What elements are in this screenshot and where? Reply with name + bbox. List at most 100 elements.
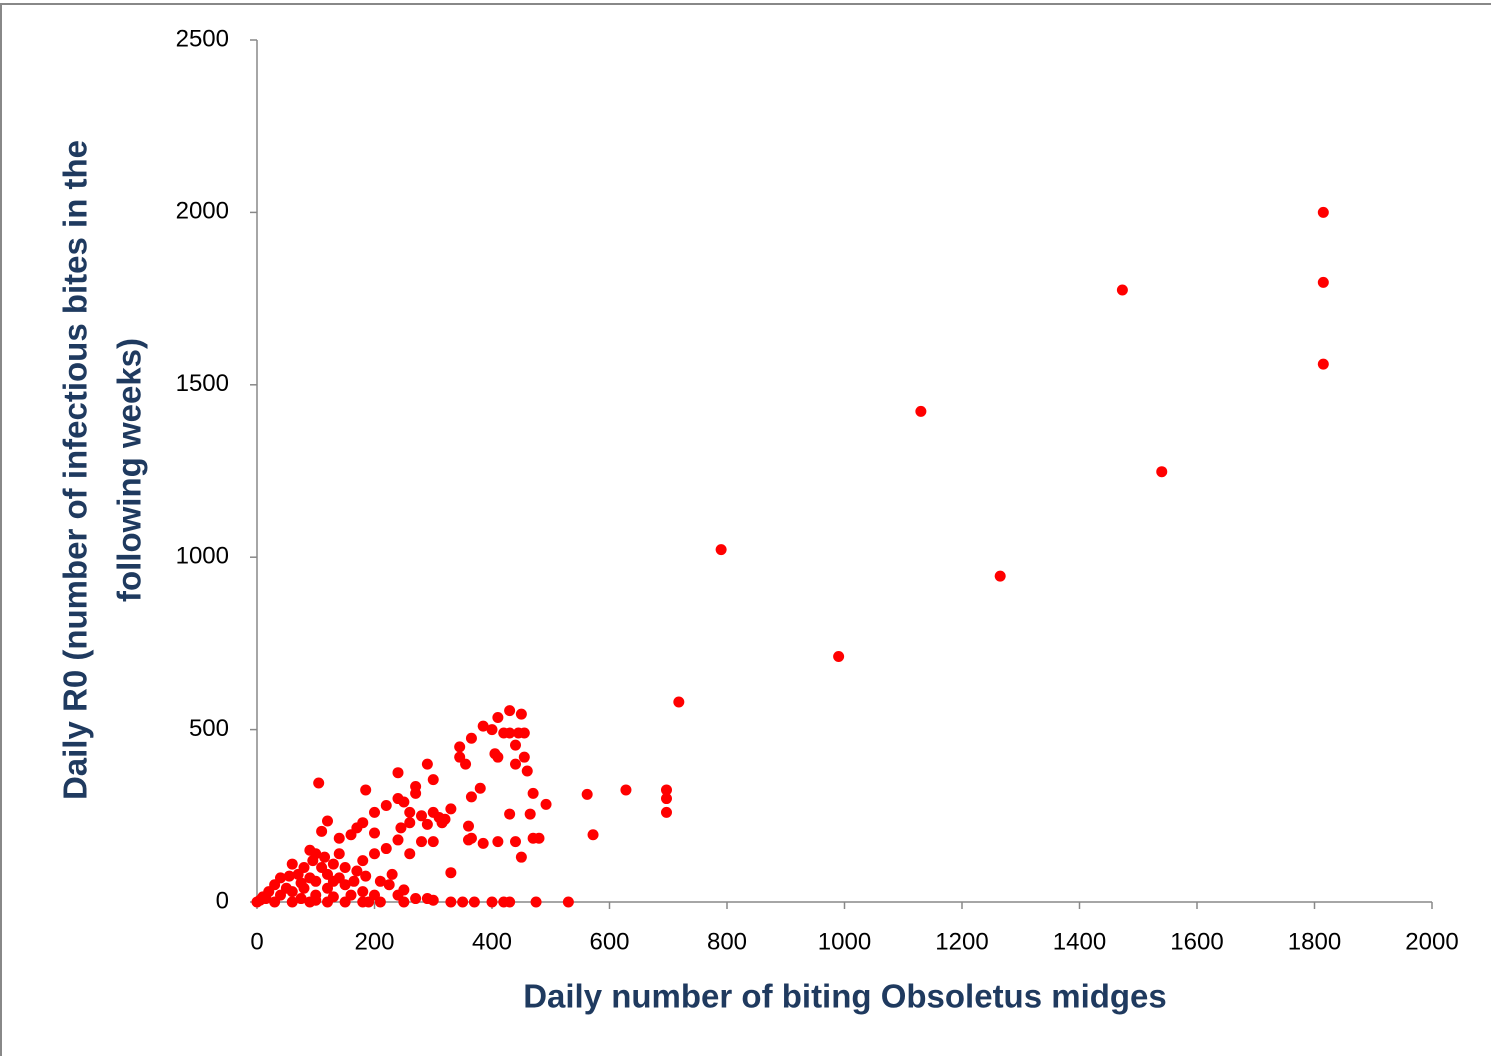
point <box>386 868 398 880</box>
point <box>327 858 339 870</box>
point <box>345 889 357 901</box>
point <box>445 867 457 879</box>
x-tick-label: 1000 <box>818 928 871 955</box>
point <box>915 405 927 417</box>
point <box>445 896 457 908</box>
point <box>316 825 328 837</box>
point <box>498 727 510 739</box>
x-tick-label: 1400 <box>1053 928 1106 955</box>
point <box>477 837 489 849</box>
point <box>374 875 386 887</box>
point <box>404 817 416 829</box>
point <box>380 843 392 855</box>
point <box>357 896 369 908</box>
point <box>524 808 536 820</box>
frame <box>0 3 1491 1056</box>
point <box>283 870 295 882</box>
point <box>492 836 504 848</box>
point <box>421 893 433 905</box>
point <box>504 896 516 908</box>
x-tick-label: 800 <box>707 928 747 955</box>
point <box>369 827 380 839</box>
point <box>286 858 298 870</box>
point <box>540 798 552 810</box>
x-tick-label: 1200 <box>935 928 988 955</box>
y-tick-label: 0 <box>216 887 229 914</box>
point <box>416 810 427 822</box>
x-tick-label: 0 <box>250 928 263 955</box>
point <box>530 896 542 908</box>
point <box>310 894 322 906</box>
point <box>581 788 593 800</box>
point <box>369 848 380 860</box>
point <box>660 784 672 796</box>
point <box>521 765 533 777</box>
point <box>510 758 521 770</box>
y-tick-label: 1000 <box>176 543 229 570</box>
point <box>1317 276 1329 288</box>
point <box>260 893 272 905</box>
point <box>460 758 472 770</box>
point <box>518 751 530 763</box>
point <box>392 889 404 901</box>
point <box>465 791 477 803</box>
point <box>427 774 439 786</box>
point <box>319 851 331 863</box>
point <box>421 758 433 770</box>
point <box>562 896 574 908</box>
point <box>398 796 410 808</box>
point <box>510 836 521 848</box>
point <box>404 806 416 818</box>
point <box>333 848 345 860</box>
x-tick-label: 2000 <box>1405 928 1458 955</box>
point <box>345 829 357 841</box>
point <box>620 784 632 796</box>
point <box>310 875 322 887</box>
point <box>510 739 521 751</box>
point <box>374 896 386 908</box>
y-tick-label: 1500 <box>176 370 229 397</box>
point <box>457 896 469 908</box>
point <box>416 836 427 848</box>
point <box>427 836 439 848</box>
point <box>395 822 407 834</box>
point <box>527 787 539 799</box>
point <box>445 803 457 815</box>
point <box>380 799 392 811</box>
point <box>468 896 480 908</box>
point <box>307 855 319 867</box>
point <box>477 720 489 732</box>
point <box>463 834 474 846</box>
x-tick-label: 200 <box>354 928 394 955</box>
point <box>1317 206 1329 218</box>
point <box>486 724 498 736</box>
point <box>660 793 672 805</box>
point <box>327 875 339 887</box>
point <box>433 812 445 824</box>
point <box>454 741 466 753</box>
point <box>360 784 372 796</box>
point <box>357 886 369 898</box>
x-tick-label: 1800 <box>1288 928 1341 955</box>
point <box>533 832 545 844</box>
point <box>833 651 845 663</box>
point <box>515 708 527 720</box>
point <box>392 767 404 779</box>
x-tick-label: 400 <box>472 928 512 955</box>
point <box>421 818 433 830</box>
point <box>463 820 474 832</box>
point <box>360 870 372 882</box>
point <box>286 896 298 908</box>
y-axis-title: Daily R0 (number of infectious bites in … <box>57 140 94 800</box>
point <box>994 570 1006 582</box>
point <box>410 893 422 905</box>
x-axis-title: Daily number of biting Obsoletus midges <box>523 978 1167 1015</box>
point <box>715 544 727 556</box>
point <box>383 879 395 891</box>
point <box>339 862 351 874</box>
point <box>673 696 685 708</box>
x-tick-label: 600 <box>589 928 629 955</box>
y-tick-label: 2500 <box>176 25 229 52</box>
